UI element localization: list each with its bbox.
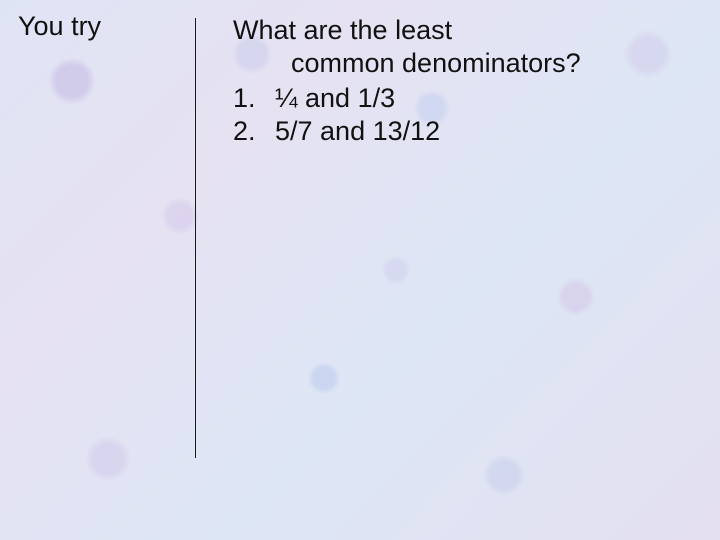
problem-list: 1. ¼ and 1/3 2. 5/7 and 13/12: [233, 82, 700, 148]
left-column: You try: [0, 0, 195, 540]
list-item-text: ¼ and 1/3: [275, 82, 700, 115]
list-item: 2. 5/7 and 13/12: [233, 115, 700, 148]
list-item: 1. ¼ and 1/3: [233, 82, 700, 115]
list-item-number: 2.: [233, 115, 275, 148]
list-item-text: 5/7 and 13/12: [275, 115, 700, 148]
slide: You try What are the least common denomi…: [0, 0, 720, 540]
question-line-1: What are the least: [233, 15, 452, 45]
question-text: What are the least common denominators?: [233, 14, 700, 80]
slide-title: You try: [18, 10, 195, 42]
question-line-2: common denominators?: [233, 47, 700, 80]
list-item-number: 1.: [233, 82, 275, 115]
right-column: What are the least common denominators? …: [195, 0, 720, 540]
vertical-divider: [195, 18, 196, 458]
